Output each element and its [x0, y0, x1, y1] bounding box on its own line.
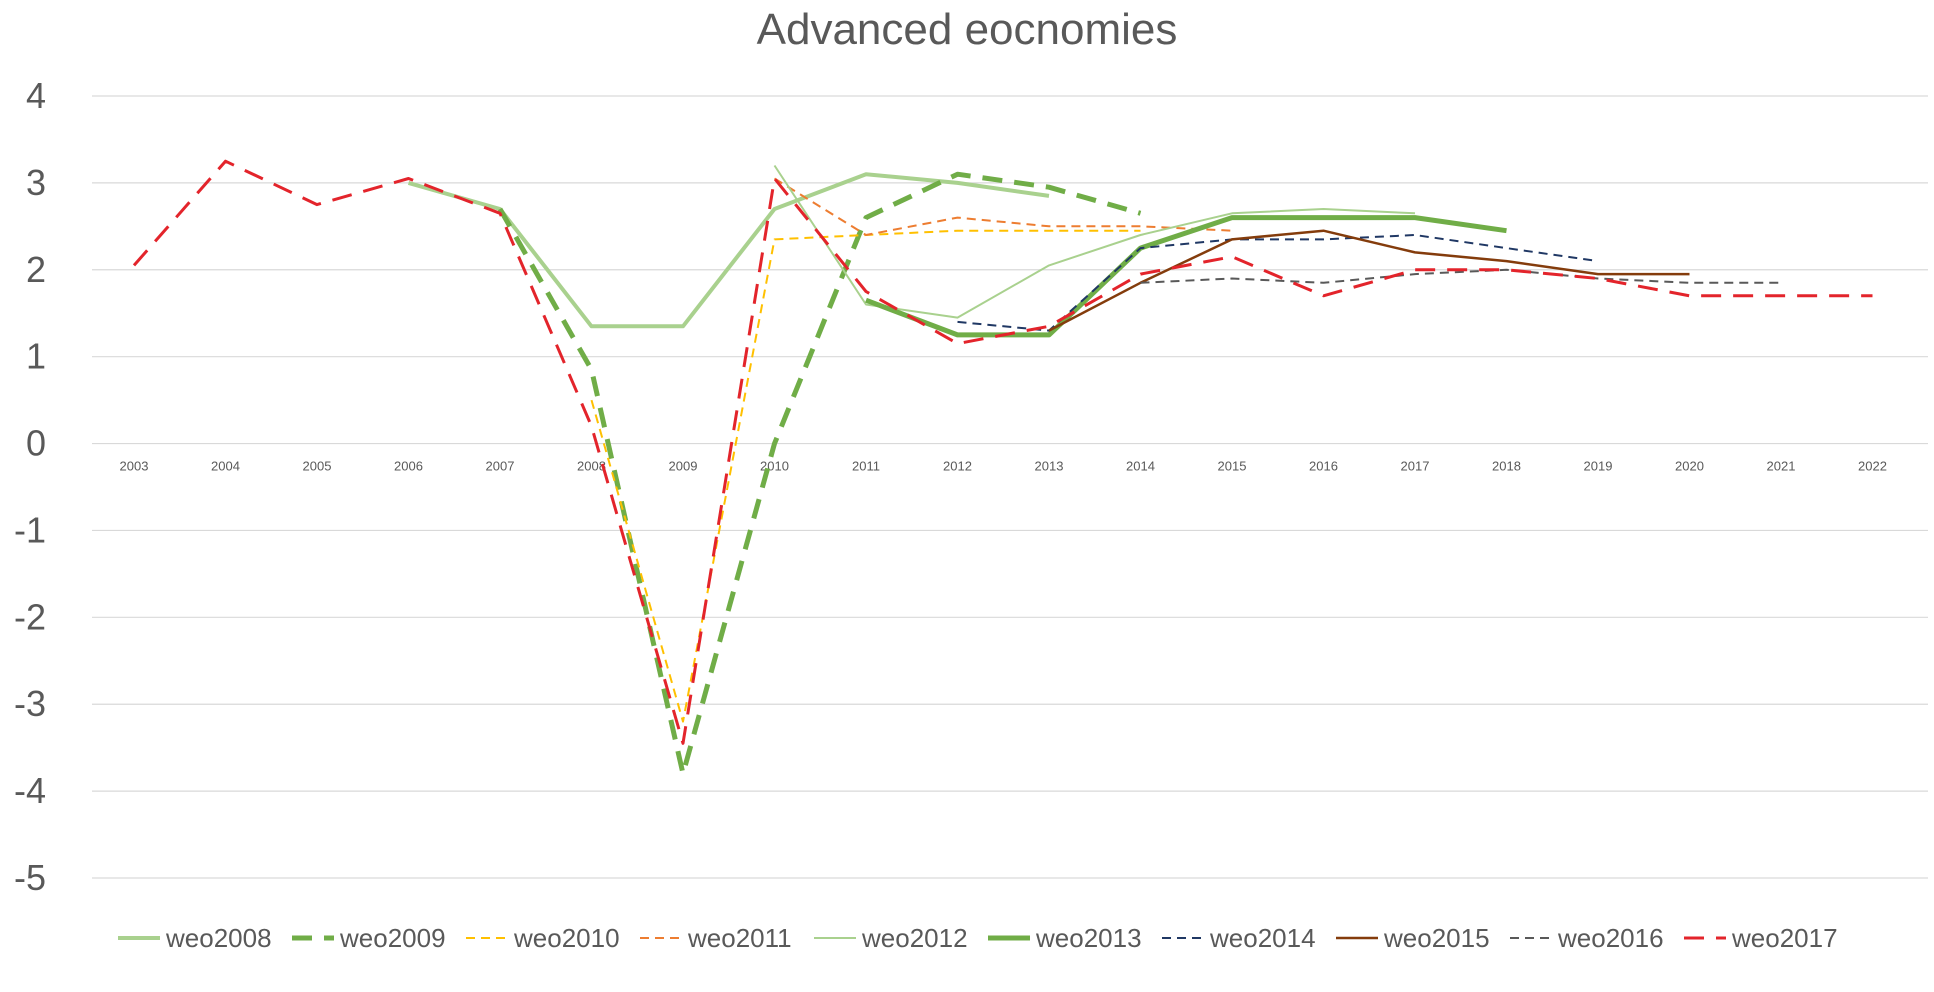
x-tick-label: 2006 — [394, 459, 423, 474]
x-tick-label: 2004 — [211, 459, 240, 474]
y-tick-label: -1 — [14, 509, 46, 550]
series-line-weo2014 — [957, 234, 1599, 332]
legend-label-weo2016: weo2016 — [1557, 923, 1664, 953]
legend: weo2008 weo2009 weo2010 weo2011 weo2012 weo20… — [118, 923, 1838, 953]
y-tick-label: -5 — [14, 857, 46, 898]
y-tick-label: 3 — [26, 162, 46, 203]
x-tick-label: 2011 — [852, 459, 880, 474]
series-line-weo2009 — [497, 171, 1142, 777]
x-tick-label: 2014 — [1126, 459, 1155, 474]
x-tick-label: 2016 — [1309, 459, 1338, 474]
series-line-weo2008 — [407, 172, 1050, 329]
x-tick-label: 2020 — [1675, 459, 1704, 474]
legend-label-weo2013: weo2013 — [1035, 923, 1142, 953]
x-tick-label: 2007 — [486, 459, 515, 474]
y-tick-label: -2 — [14, 596, 46, 637]
legend-label-weo2012: weo2012 — [861, 923, 968, 953]
y-axis-ticks: 4 3 2 1 0 -1 -2 -3 -4 -5 — [14, 75, 46, 898]
y-tick-label: 1 — [26, 336, 46, 377]
series-line-weo2011 — [773, 177, 1233, 236]
x-axis-ticks: 2003 2004 2005 2006 2007 2008 2009 2010 2011 2012… — [120, 459, 1887, 474]
x-tick-label: 2013 — [1035, 459, 1064, 474]
series-line-weo2013 — [865, 215, 1507, 338]
gridlines — [92, 95, 1928, 879]
y-tick-label: 4 — [26, 75, 46, 116]
x-tick-label: 2005 — [303, 459, 332, 474]
x-tick-label: 2008 — [577, 459, 606, 474]
series-line-weo2015 — [1048, 229, 1690, 332]
x-tick-label: 2021 — [1767, 459, 1796, 474]
x-tick-label: 2017 — [1401, 459, 1430, 474]
x-tick-label: 2018 — [1492, 459, 1521, 474]
series-line-weo2017 — [132, 159, 1873, 745]
y-tick-label: 0 — [26, 423, 46, 464]
legend-label-weo2009: weo2009 — [339, 923, 446, 953]
y-tick-label: -4 — [14, 770, 46, 811]
legend-label-weo2017: weo2017 — [1731, 923, 1838, 953]
x-tick-label: 2012 — [943, 459, 972, 474]
y-tick-label: 2 — [26, 249, 46, 290]
y-tick-label: -3 — [14, 683, 46, 724]
legend-label-weo2008: weo2008 — [165, 923, 272, 953]
legend-label-weo2014: weo2014 — [1209, 923, 1316, 953]
legend-label-weo2010: weo2010 — [513, 923, 620, 953]
x-tick-label: 2022 — [1858, 459, 1887, 474]
series-lines — [132, 159, 1873, 777]
legend-label-weo2011: weo2011 — [687, 923, 792, 953]
x-tick-label: 2009 — [669, 459, 698, 474]
chart-title: Advanced eocnomies — [757, 5, 1178, 54]
x-tick-label: 2019 — [1584, 459, 1613, 474]
x-tick-label: 2015 — [1218, 459, 1247, 474]
x-tick-label: 2003 — [120, 459, 149, 474]
series-line-weo2016 — [1140, 268, 1781, 284]
legend-label-weo2015: weo2015 — [1383, 923, 1490, 953]
